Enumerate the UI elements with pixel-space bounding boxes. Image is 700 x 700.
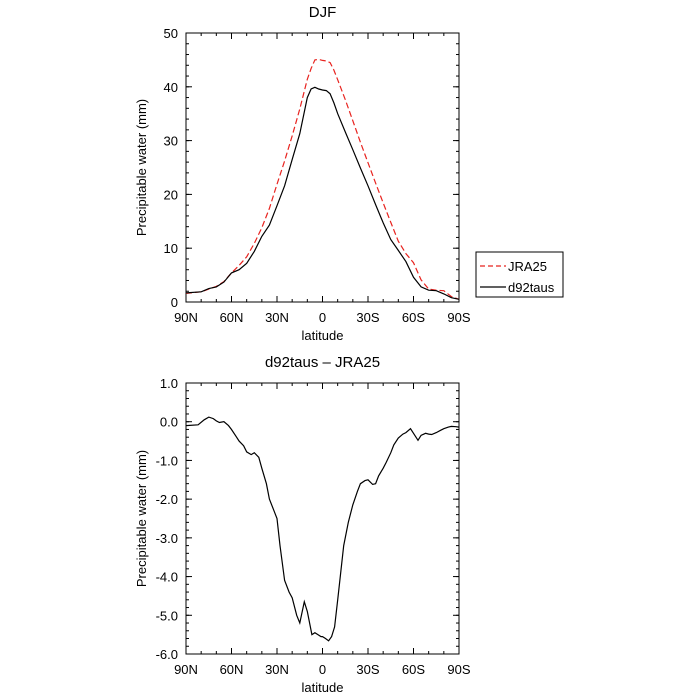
series-line-diff <box>185 416 460 642</box>
x-tick-label: 30S <box>356 662 379 677</box>
series-line-d92taus <box>185 86 460 300</box>
y-tick-label: -2.0 <box>156 492 178 507</box>
legend-box <box>475 251 564 298</box>
x-axis-label: latitude <box>302 680 344 695</box>
x-axis-label: latitude <box>302 328 344 343</box>
legend: JRA25 d92taus <box>475 251 564 298</box>
x-tick-label: 0 <box>319 310 326 325</box>
y-tick-label: 10 <box>164 241 178 256</box>
legend-label-jra25: JRA25 <box>508 259 547 274</box>
y-tick-label: 40 <box>164 80 178 95</box>
y-tick-label: 0.0 <box>160 415 178 430</box>
plot-frame <box>185 32 460 303</box>
x-tick-label: 30S <box>356 310 379 325</box>
x-tick-label: 0 <box>319 662 326 677</box>
y-tick-label: 50 <box>164 26 178 41</box>
y-tick-label: -5.0 <box>156 608 178 623</box>
x-tick-label: 90N <box>174 662 198 677</box>
legend-label-d92taus: d92taus <box>508 280 555 295</box>
x-tick-label: 60S <box>402 662 425 677</box>
y-tick-label: 0 <box>171 295 178 310</box>
y-tick-label: -3.0 <box>156 531 178 546</box>
y-tick-label: 20 <box>164 187 178 202</box>
chart-title: d92taus – JRA25 <box>265 354 380 371</box>
x-tick-label: 90S <box>447 310 470 325</box>
chart-2: d92taus – JRA25 90N 60N 30N 0 30S 60S 90S 1.0 0.0… <box>134 354 471 695</box>
y-tick-label: -1.0 <box>156 453 178 468</box>
x-tick-label: 60S <box>402 310 425 325</box>
x-tick-label: 60N <box>220 662 244 677</box>
chart-title: DJF <box>309 4 337 21</box>
x-tick-label: 30N <box>265 310 289 325</box>
y-tick-label: -4.0 <box>156 570 178 585</box>
x-tick-label: 30N <box>265 662 289 677</box>
x-tick-label: 90S <box>447 662 470 677</box>
y-axis-label: Precipitable water (mm) <box>134 99 149 236</box>
y-tick-label: 30 <box>164 134 178 149</box>
y-axis-label: Precipitable water (mm) <box>134 450 149 587</box>
y-tick-label: -6.0 <box>156 647 178 662</box>
x-tick-label: 60N <box>220 310 244 325</box>
x-tick-label: 90N <box>174 310 198 325</box>
chart-1: DJF 90N 60N 30N 0 30S 60S 90S 0 10 20 30 40 50 latitud… <box>134 4 564 343</box>
series-line-jra25 <box>185 58 460 300</box>
y-tick-label: 1.0 <box>160 376 178 391</box>
